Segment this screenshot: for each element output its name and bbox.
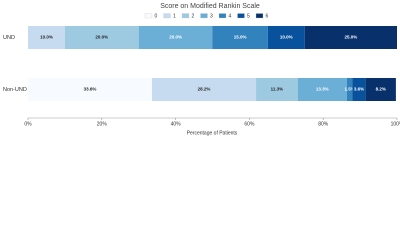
value-label: 3.6% xyxy=(354,87,364,92)
legend-swatch xyxy=(163,13,171,19)
value-label: 10.0% xyxy=(280,35,293,40)
bar-segment xyxy=(256,78,298,101)
value-label: 11.3% xyxy=(271,87,284,92)
value-label: 8.2% xyxy=(376,87,386,92)
bar-segment xyxy=(212,26,268,49)
x-tick-label: 0% xyxy=(24,121,32,127)
legend-label: 2 xyxy=(192,13,195,19)
value-label: 25.0% xyxy=(344,35,357,40)
bar-segment xyxy=(267,26,305,49)
bar-segment xyxy=(28,26,65,49)
legend-swatch xyxy=(144,13,153,19)
bar-segment xyxy=(151,78,257,101)
value-label: 33.6% xyxy=(84,87,97,92)
y-tick-label: Non-UND xyxy=(3,87,27,93)
x-tick-label: 40% xyxy=(171,121,182,127)
x-tick-label: 100% xyxy=(391,121,400,127)
legend-label: 4 xyxy=(229,13,232,19)
legend-swatch xyxy=(218,13,227,19)
legend-label: 5 xyxy=(247,13,250,19)
bar-segment xyxy=(297,78,347,101)
legend-swatch xyxy=(200,13,208,19)
x-tick-label: 60% xyxy=(244,121,255,127)
bar-segment xyxy=(28,78,152,101)
y-tick-label: UND xyxy=(3,35,15,41)
legend-label: 1 xyxy=(173,13,176,19)
value-label: 28.2% xyxy=(198,87,211,92)
chart: Score on Modified Rankin Scale Percentag… xyxy=(3,3,400,136)
bar-segment xyxy=(304,26,397,49)
legend-swatch xyxy=(255,13,264,19)
bar-segment xyxy=(138,26,213,49)
value-label: 13.3% xyxy=(316,87,329,92)
value-label: 1.5% xyxy=(344,87,354,92)
x-tick-label: 20% xyxy=(97,121,108,127)
value-label: 10.0% xyxy=(40,35,53,40)
bar-segment xyxy=(346,78,353,101)
value-label: 20.0% xyxy=(95,35,108,40)
legend-swatch xyxy=(181,13,190,19)
legend-swatch xyxy=(237,13,245,19)
x-axis-label: Percentage of Patients xyxy=(187,130,238,136)
value-label: 15.0% xyxy=(234,35,247,40)
bar-segment xyxy=(365,78,396,101)
bar-segment xyxy=(64,26,139,49)
legend-label: 6 xyxy=(266,13,269,19)
bar-segment xyxy=(352,78,366,101)
x-tick-label: 80% xyxy=(318,121,329,127)
legend-title: Score on Modified Rankin Scale xyxy=(160,3,260,10)
legend-label: 0 xyxy=(155,13,158,19)
legend-label: 3 xyxy=(210,13,213,19)
value-label: 20.0% xyxy=(169,35,182,40)
